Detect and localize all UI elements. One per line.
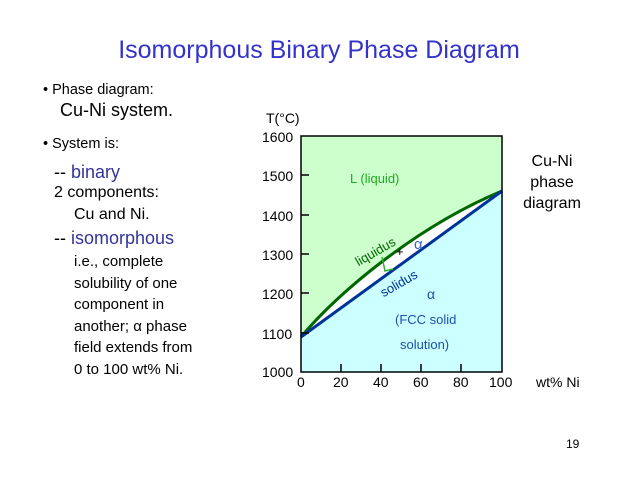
- binary-term: binary: [71, 162, 121, 182]
- bullet-phase-diagram: • Phase diagram:: [43, 82, 154, 98]
- x-tick-label: 60: [413, 374, 429, 390]
- components-list: Cu and Ni.: [74, 206, 150, 223]
- slide-title: Isomorphous Binary Phase Diagram: [118, 36, 520, 64]
- x-tick-label: 20: [333, 374, 349, 390]
- components-line: 2 components:: [54, 184, 159, 201]
- side-label-line: diagram: [523, 195, 581, 212]
- binary-line: -- binary: [54, 162, 120, 183]
- y-tick-label: 1600: [262, 129, 294, 145]
- solidus-line: [300, 189, 503, 339]
- dash: --: [54, 162, 71, 182]
- liquid-region-label: L (liquid): [350, 171, 400, 186]
- alpha-region-label: α: [427, 286, 436, 302]
- y-tick-label: 1200: [262, 286, 294, 302]
- plus-marker: +: [396, 244, 404, 259]
- y-tick-label: 1400: [262, 208, 294, 224]
- dash: --: [54, 228, 71, 248]
- fcc-label-line2: solution): [400, 337, 450, 352]
- x-ticks: [340, 364, 462, 372]
- desc-line: another; α phase: [74, 317, 187, 335]
- liquidus-curve: [299, 189, 503, 338]
- solid-region: [301, 191, 502, 372]
- alpha-two-phase-label: α: [414, 236, 423, 253]
- desc-line: solubility of one: [74, 274, 178, 292]
- y-tick-label: 1000: [262, 364, 294, 380]
- y-ticks: [301, 174, 309, 334]
- y-tick-label: 1300: [262, 247, 294, 263]
- L-tie-marker: [381, 256, 394, 272]
- x-tick-label: 80: [453, 374, 469, 390]
- isomorphous-term: isomorphous: [71, 228, 175, 248]
- x-tick-label: 100: [489, 374, 513, 390]
- desc-line: component in: [74, 296, 165, 313]
- desc-line: field extends from: [74, 339, 193, 356]
- side-label-line: Cu-Ni: [531, 153, 573, 170]
- y-tick-label: 1100: [262, 326, 293, 342]
- bullet-cu-ni-system: Cu-Ni system.: [60, 100, 174, 120]
- desc-line: i.e., complete: [74, 253, 164, 270]
- x-axis-label: wt% Ni: [536, 374, 580, 390]
- desc-line: 0 to 100 wt% Ni.: [74, 360, 184, 378]
- bullet-system-is: • System is:: [43, 136, 119, 152]
- side-diagram-label: Cu-Ni phase diagram: [512, 151, 592, 214]
- y-tick-label: 1500: [262, 168, 294, 184]
- y-axis-label: T(°C): [266, 110, 300, 126]
- x-tick-label: 0: [297, 374, 305, 390]
- side-label-line: phase: [530, 174, 574, 191]
- x-tick-label: 40: [373, 374, 389, 390]
- isomorphous-line: -- isomorphous: [54, 228, 174, 249]
- isomorphous-description: i.e., complete solubility of one compone…: [74, 251, 192, 380]
- fcc-label-line1: (FCC solid: [395, 312, 457, 327]
- page-number: 19: [566, 437, 580, 451]
